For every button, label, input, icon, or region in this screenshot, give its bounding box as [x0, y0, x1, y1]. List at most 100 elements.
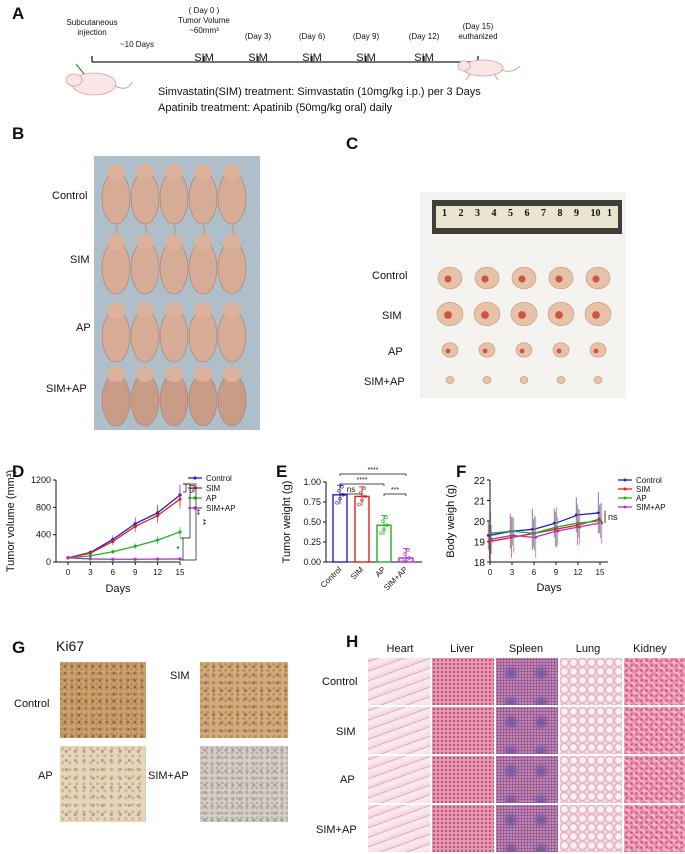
data-point: [403, 552, 407, 556]
data-point: [404, 559, 408, 563]
bracket-4: [180, 537, 184, 561]
mouse-head: [107, 164, 125, 180]
data-point: [88, 557, 92, 561]
x-tick-label: Control: [319, 565, 344, 590]
b-label-control: Control: [52, 190, 88, 202]
injection-label-2: injection: [77, 28, 107, 37]
he-control-spleen-image: [496, 658, 558, 705]
timeline-diagram: [65, 56, 521, 96]
h-organ-lung: Lung: [575, 643, 601, 655]
series-line-sim: [67, 498, 181, 559]
data-point: [363, 494, 367, 499]
panel-label-e: E: [276, 462, 288, 481]
day12-label: (Day 12): [408, 32, 440, 41]
annotation-ap-simap: ***: [391, 487, 399, 494]
annotation-4: *: [176, 545, 179, 554]
he-ap-lung-image: [560, 756, 622, 803]
tumor-blood: [481, 311, 489, 319]
x-axis-label: Days: [105, 583, 131, 595]
x-tick-label: 6: [111, 568, 116, 577]
series-line-ap: [67, 531, 181, 559]
day15-label-1: (Day 15): [462, 22, 494, 31]
data-point: [382, 527, 386, 531]
panel-label-f: F: [456, 462, 467, 481]
day3-label: (Day 3): [244, 32, 272, 41]
panel-label-h: H: [346, 632, 359, 651]
sim-dose-day3: SIM: [248, 52, 268, 64]
y-tick-label: 0: [46, 557, 51, 567]
he-ap-heart-image: [368, 756, 430, 803]
mouse-head: [223, 234, 241, 250]
panel-label-d: D: [12, 462, 25, 481]
data-point: [598, 517, 601, 521]
mouse-illustration-right: [457, 59, 521, 81]
annotation-control-ap: ****: [357, 477, 368, 484]
x-tick-label: 9: [133, 568, 138, 577]
ruler-number: 5: [508, 208, 513, 219]
legend-label: SIM+AP: [636, 503, 666, 512]
y-tick-label: 0.50: [303, 517, 321, 527]
series-line-simap: [67, 557, 181, 560]
x-tick-label: 3: [510, 568, 515, 577]
g-label-simap: SIM+AP: [148, 770, 189, 782]
h-organ-heart: Heart: [386, 643, 414, 655]
x-tick-label: 15: [596, 568, 605, 577]
tumor-blood: [518, 275, 526, 283]
x-tick-label: 12: [574, 568, 583, 577]
y-tick-label: 0.00: [303, 557, 321, 567]
data-point: [156, 557, 160, 561]
sim-dose-day12: SIM: [414, 52, 434, 64]
he-sim-lung-image: [560, 707, 622, 754]
mouse-head: [194, 164, 212, 180]
data-point: [88, 551, 92, 555]
data-point: [156, 538, 160, 542]
legend-label: SIM: [636, 485, 651, 494]
mouse-head: [136, 234, 154, 250]
bar-sim: [354, 495, 370, 563]
data-point: [357, 502, 361, 507]
y-tick-label: 21: [474, 497, 486, 508]
x-tick-label: 0: [488, 568, 493, 577]
legend-label: Control: [636, 476, 662, 485]
legend-label: SIM+AP: [206, 504, 236, 513]
bracket-3: [183, 483, 197, 561]
data-point: [600, 521, 604, 525]
c-label-sim: SIM: [382, 310, 402, 322]
x-tick-label: 12: [153, 568, 162, 577]
data-point: [178, 530, 182, 534]
tumor-blood: [555, 275, 563, 283]
c-label-simap: SIM+AP: [364, 376, 405, 388]
c-label-control: Control: [372, 270, 408, 282]
mouse-head: [107, 366, 125, 382]
data-point: [533, 532, 536, 535]
tumor-blood: [481, 275, 489, 283]
panel-label-a: A: [12, 4, 25, 23]
data-point: [341, 493, 345, 497]
mouse-head: [194, 302, 212, 318]
data-point: [111, 550, 115, 554]
h-organ-kidney: Kidney: [633, 643, 667, 655]
bracket-control-ap: [339, 483, 385, 486]
tumor-blood: [556, 348, 562, 354]
data-point: [512, 534, 516, 537]
bar-control: [332, 494, 348, 563]
data-point: [381, 519, 385, 523]
data-point: [530, 527, 534, 531]
legend-marker: [623, 496, 627, 500]
g-label-control: Control: [14, 698, 50, 710]
bracket-control-sim: [339, 493, 363, 496]
annotation-ns: ns: [608, 512, 618, 522]
b-label-simap: SIM+AP: [46, 383, 87, 395]
mouse-head: [223, 302, 241, 318]
he-stain-grid: [368, 658, 685, 854]
sim-dose-day9: SIM: [356, 52, 376, 64]
x-tick-label: SIM+AP: [382, 565, 409, 592]
mouse-head: [107, 234, 125, 250]
treatment-ap-text: Apatinib treatment: Apatinib (50mg/kg or…: [158, 102, 393, 114]
data-point: [406, 548, 410, 552]
ki67-sim-image: [200, 662, 288, 738]
he-simap-heart-image: [368, 805, 430, 852]
b-label-ap: AP: [76, 322, 91, 334]
treatment-sim-text: Simvastatin(SIM) treatment: Simvastatin …: [158, 86, 481, 98]
ruler-number: 2: [458, 208, 464, 219]
